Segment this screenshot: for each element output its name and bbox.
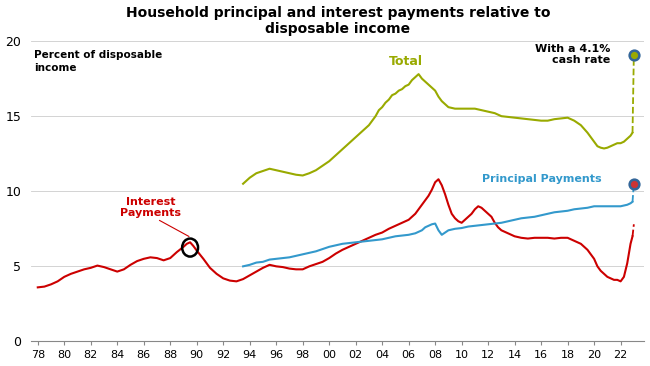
Text: Total: Total [389, 55, 422, 68]
Text: With a 4.1%
cash rate: With a 4.1% cash rate [535, 44, 610, 65]
Text: Interest
Payments: Interest Payments [120, 197, 181, 218]
Text: Principal Payments: Principal Payments [482, 174, 601, 184]
Title: Household principal and interest payments relative to
disposable income: Household principal and interest payment… [125, 5, 550, 36]
Text: Percent of disposable
income: Percent of disposable income [34, 50, 162, 73]
